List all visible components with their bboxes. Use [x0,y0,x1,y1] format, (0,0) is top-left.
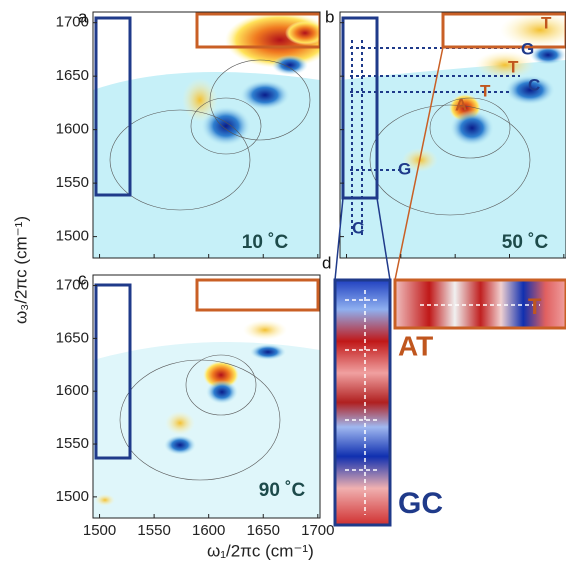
x-tick-label: 1650 [247,522,280,539]
peak-label: T [528,294,542,319]
temperature: 50 ˚C [502,232,549,253]
peak-label: T [541,13,552,32]
group-label: AT [398,330,433,361]
y-tick-label: 1650 [56,67,89,84]
x-tick-label: 1500 [83,522,116,539]
y-axis-label: ω₃/2πc (cm⁻¹) [11,216,30,324]
inset-strips [333,46,566,527]
contour-map [340,12,566,258]
x-tick-label: 1600 [192,522,225,539]
peak-label: T [508,57,519,76]
peak-label: T [480,81,491,100]
x-axis-label: ω₁/2πc (cm⁻¹) [207,541,314,560]
peak-label: A [455,95,467,114]
y-tick-label: 1600 [56,382,89,399]
y-tick-label: 1650 [56,329,89,346]
panel-label: a [78,7,88,26]
x-tick-label: 1550 [137,522,170,539]
temperature: 10 ˚C [242,232,289,253]
peak-label: C [528,75,540,94]
panel-label: d [322,253,331,272]
contour-map [93,275,320,518]
x-tick-label: 1700 [301,522,334,539]
y-tick-label: 1500 [56,228,89,245]
temperature: 90 ˚C [259,480,306,501]
y-tick-label: 1500 [56,488,89,505]
peak-label: G [398,159,411,178]
y-tick-label: 1700 [56,14,89,31]
contour-map [93,12,320,258]
group-label: GC [398,487,443,520]
panel-label: c [78,269,87,288]
panel-label: b [325,7,334,26]
y-tick-label: 1550 [56,435,89,452]
y-tick-label: 1700 [56,277,89,294]
peak-label: C [352,218,364,237]
y-tick-label: 1550 [56,174,89,191]
y-tick-label: 1600 [56,121,89,138]
peak-label: G [521,39,534,58]
